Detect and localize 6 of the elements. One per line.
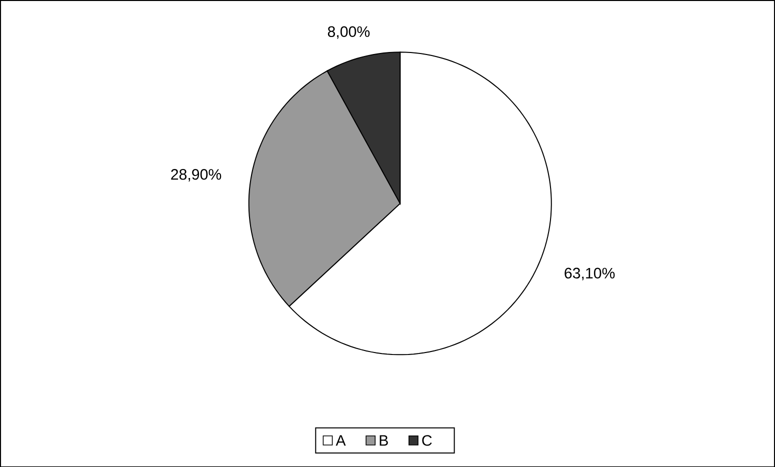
legend-label: A <box>336 435 346 446</box>
data-label: 8,00% <box>328 26 370 39</box>
data-label: 28,90% <box>171 168 222 182</box>
legend-label: C <box>422 434 432 446</box>
legend-label: B <box>380 435 388 446</box>
data-label: 63,10% <box>564 268 615 280</box>
